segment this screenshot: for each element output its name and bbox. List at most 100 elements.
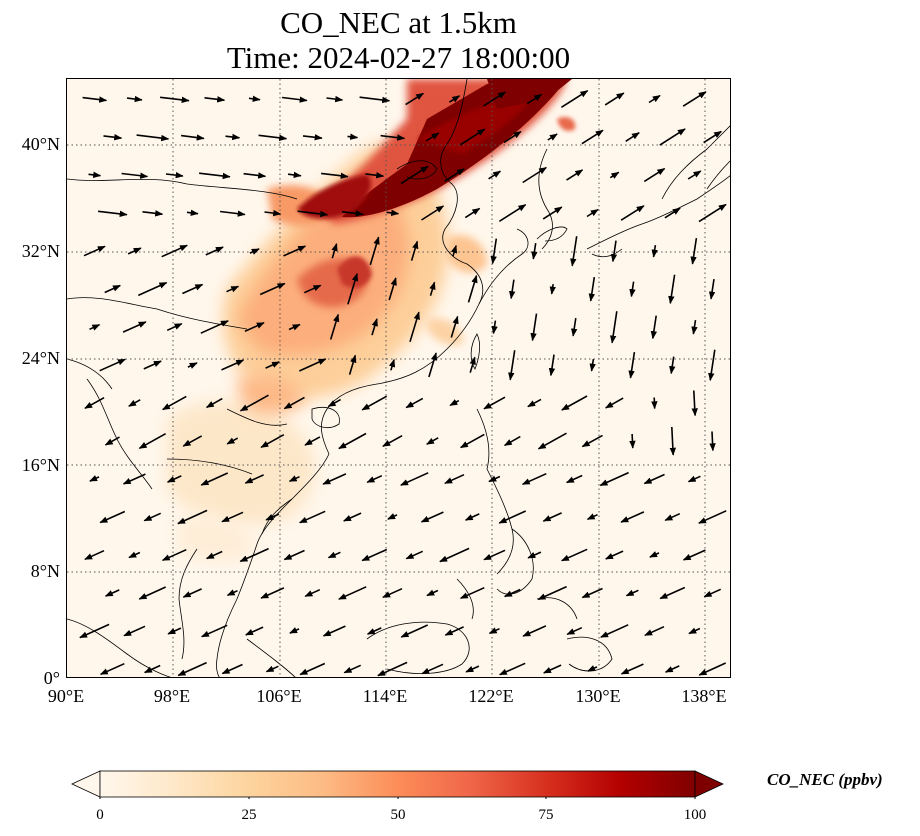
coastlines bbox=[67, 79, 730, 677]
wind-arrow bbox=[651, 397, 658, 410]
wind-arrow bbox=[182, 588, 202, 598]
wind-arrow bbox=[226, 589, 238, 597]
wind-arrow bbox=[581, 129, 604, 145]
wind-arrow bbox=[687, 475, 701, 483]
wind-arrow bbox=[449, 399, 460, 407]
wind-arrow bbox=[226, 437, 239, 445]
wind-arrow bbox=[142, 210, 164, 217]
lon-tick-label: 138°E bbox=[681, 686, 727, 706]
wind-arrow bbox=[123, 625, 146, 637]
wind-arrow bbox=[421, 663, 444, 675]
wind-arrow bbox=[186, 209, 199, 216]
wind-arrow bbox=[343, 664, 362, 674]
wind-arrow bbox=[537, 585, 567, 601]
wind-arrow bbox=[620, 205, 645, 221]
wind-arrow bbox=[469, 356, 476, 373]
wind-arrow bbox=[388, 358, 396, 371]
wind-arrow bbox=[143, 664, 161, 674]
wind-arrow bbox=[304, 588, 321, 598]
wind-arrow bbox=[167, 627, 182, 635]
wind-arrow bbox=[287, 171, 302, 179]
wind-arrow bbox=[503, 130, 522, 144]
wind-arrow bbox=[265, 665, 279, 673]
wind-arrow bbox=[366, 627, 382, 635]
wind-arrow bbox=[239, 547, 269, 563]
wind-arrow bbox=[625, 589, 639, 597]
map-canvas bbox=[67, 79, 730, 677]
wind-arrow bbox=[490, 238, 498, 265]
wind-arrow bbox=[138, 433, 166, 449]
wind-arrow bbox=[421, 205, 445, 221]
wind-arrow bbox=[297, 210, 329, 218]
wind-arrow bbox=[348, 354, 357, 375]
wind-arrow bbox=[498, 204, 527, 222]
wind-arrow bbox=[522, 625, 547, 637]
wind-arrow bbox=[527, 551, 542, 559]
wind-arrow bbox=[136, 134, 170, 142]
wind-arrow bbox=[205, 246, 224, 256]
wind-arrow bbox=[428, 352, 438, 378]
wind-arrow bbox=[386, 209, 400, 217]
wind-arrow bbox=[187, 362, 198, 369]
wind-arrow bbox=[703, 588, 722, 598]
lon-tick-label: 122°E bbox=[468, 686, 514, 706]
wind-arrow bbox=[560, 90, 589, 108]
wind-arrow bbox=[491, 320, 498, 335]
wind-arrow bbox=[581, 587, 603, 599]
wind-arrow bbox=[448, 95, 461, 103]
wind-arrow bbox=[488, 475, 501, 483]
wind-arrow bbox=[400, 165, 429, 185]
wind-arrow bbox=[522, 166, 547, 184]
wind-arrow bbox=[204, 96, 226, 103]
wind-arrow bbox=[586, 513, 598, 521]
wind-arrow bbox=[503, 588, 521, 598]
wind-arrow bbox=[122, 473, 146, 485]
wind-arrow bbox=[166, 475, 182, 483]
wind-arrow bbox=[182, 283, 204, 295]
wind-arrow bbox=[387, 513, 398, 520]
wind-arrow bbox=[450, 244, 458, 257]
wind-arrow bbox=[691, 390, 698, 417]
wind-arrow bbox=[98, 210, 128, 218]
colorbar-min-extend bbox=[71, 770, 101, 798]
wind-arrow bbox=[205, 397, 223, 409]
wind-arrow bbox=[128, 551, 141, 559]
wind-arrow bbox=[659, 586, 686, 600]
wind-arrow bbox=[347, 272, 359, 305]
wind-arrow bbox=[327, 551, 341, 559]
wind-arrow bbox=[322, 473, 347, 485]
wind-arrow bbox=[104, 436, 120, 446]
wind-arrow bbox=[444, 473, 465, 485]
wind-arrow bbox=[282, 96, 308, 103]
wind-vectors bbox=[79, 90, 727, 677]
wind-arrow bbox=[566, 626, 583, 636]
wind-arrow bbox=[565, 474, 583, 484]
wind-arrow bbox=[161, 548, 187, 562]
wind-arrow bbox=[405, 550, 424, 560]
wind-arrow bbox=[265, 361, 281, 369]
lon-tick-label: 90°E bbox=[47, 686, 85, 706]
lat-tick-label: 24°N bbox=[21, 348, 60, 368]
wind-arrow bbox=[200, 624, 228, 638]
wind-arrow bbox=[629, 433, 636, 449]
colorbar-tick-label: 100 bbox=[683, 807, 707, 823]
wind-arrow bbox=[629, 281, 636, 298]
wind-arrow bbox=[483, 396, 506, 410]
wind-arrow bbox=[426, 589, 439, 597]
wind-arrow bbox=[221, 663, 243, 675]
wind-arrow bbox=[604, 92, 625, 106]
wind-arrow bbox=[177, 661, 207, 677]
wind-arrow bbox=[104, 589, 120, 597]
wind-arrow bbox=[143, 512, 162, 522]
wind-arrow bbox=[177, 509, 208, 525]
wind-arrow bbox=[405, 397, 424, 409]
wind-arrow bbox=[450, 315, 459, 338]
wind-arrow bbox=[644, 625, 665, 637]
wind-arrow bbox=[531, 242, 538, 260]
map-panel bbox=[66, 78, 731, 678]
wind-arrow bbox=[570, 236, 578, 267]
wind-arrow bbox=[651, 244, 658, 258]
wind-arrow bbox=[200, 320, 229, 334]
wind-arrow bbox=[199, 172, 231, 180]
wind-arrow bbox=[420, 511, 444, 523]
